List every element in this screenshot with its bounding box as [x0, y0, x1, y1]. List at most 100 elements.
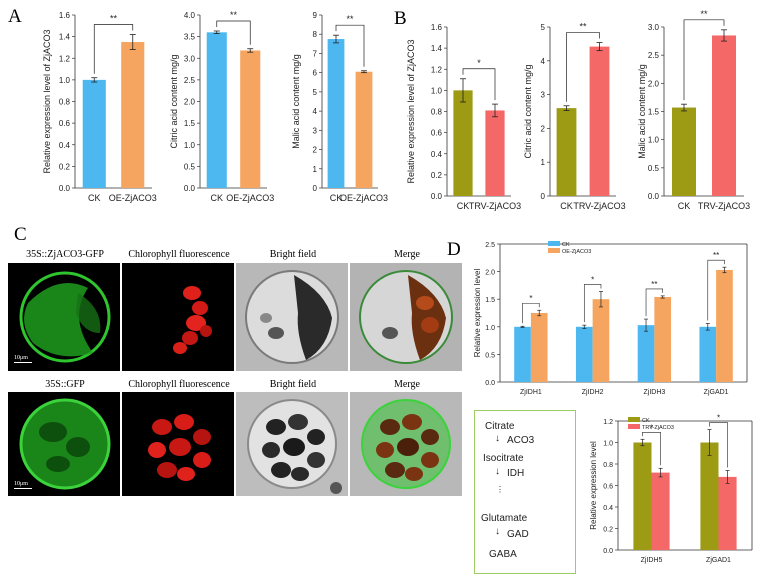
y-tick-label: 9 — [313, 11, 318, 20]
significance-label: * — [477, 58, 481, 68]
significance-label: ** — [651, 280, 657, 289]
x-tick-label: CK — [330, 193, 343, 203]
caption-bright-field-row2: Bright field — [269, 379, 317, 390]
y-axis-label: Relative expression level of ZjACO3 — [42, 29, 52, 173]
bar-oe-zjaco3 — [121, 42, 145, 188]
micrograph-gfp: 10μm — [8, 392, 120, 496]
micrograph-bright-field-row1 — [236, 263, 348, 371]
y-tick-label: 0 — [313, 184, 318, 193]
y-axis-label: Relative expression level of ZjACO3 — [406, 39, 416, 183]
significance-bracket — [462, 68, 496, 101]
x-tick-label: OE-ZjACO3 — [109, 193, 157, 203]
y-tick-label: 2.5 — [648, 51, 660, 60]
pathway-isocitrate: Isocitrate — [483, 453, 524, 464]
pathway-idh: IDH — [507, 468, 525, 479]
bar-oe-zjaco3 — [240, 50, 261, 189]
legend-swatch — [548, 248, 560, 253]
y-tick-label: 0 — [541, 192, 546, 201]
y-tick-label: 4 — [313, 107, 318, 116]
y-tick-label: 3.5 — [184, 33, 196, 42]
y-tick-label: 1.0 — [59, 76, 71, 85]
significance-label: * — [529, 294, 532, 303]
significance-label: ** — [346, 14, 354, 24]
metabolic-pathway-box: Citrate ↓ ACO3 Isocitrate ↓ IDH ⋮ Glutam… — [474, 410, 576, 574]
y-tick-label: 0.6 — [59, 119, 71, 128]
y-tick-label: 1.5 — [485, 297, 495, 304]
significance-label: * — [650, 423, 653, 432]
bar-zjidh5-treated — [651, 472, 670, 550]
y-tick-label: 0.0 — [184, 184, 196, 193]
y-tick-label: 3.0 — [648, 23, 660, 32]
caption-gfp: 35S::GFP — [45, 379, 85, 390]
pathway-gad: GAD — [507, 529, 529, 540]
y-tick-label: 0.5 — [648, 164, 660, 173]
micrograph-chlorophyll-row2 — [122, 392, 234, 496]
y-tick-label: 1 — [313, 165, 318, 174]
y-tick-label: 3.0 — [184, 54, 196, 63]
legend-label: OE-ZjACO3 — [562, 249, 591, 255]
x-tick-label: ZjGAD1 — [704, 389, 729, 396]
significance-bracket — [642, 431, 661, 466]
y-tick-label: 2.0 — [485, 270, 495, 277]
caption-merge-row1: Merge — [394, 249, 420, 260]
significance-bracket — [335, 24, 365, 67]
bar-trv-zjaco3 — [589, 46, 610, 196]
bar-zjidh2-treated — [592, 299, 610, 382]
significance-bracket — [583, 284, 602, 323]
y-tick-label: 1.0 — [431, 86, 443, 95]
y-tick-label: 1.6 — [431, 23, 443, 32]
x-tick-label: ZjIDH5 — [641, 557, 663, 564]
x-tick-label: CK — [88, 193, 101, 203]
x-tick-label: CK — [678, 201, 691, 211]
y-axis-label: Relative expression level — [473, 269, 482, 358]
y-tick-label: 2.5 — [184, 76, 196, 85]
legend-label: TRV-ZjACO3 — [642, 425, 674, 431]
y-tick-label: 8 — [313, 30, 318, 39]
y-tick-label: 1.4 — [59, 33, 71, 42]
significance-label: ** — [579, 22, 587, 32]
caption-chlorophyll-row2: Chlorophyll fluorescence — [128, 379, 230, 390]
y-tick-label: 1.5 — [184, 119, 196, 128]
bar-zjidh5-ck — [633, 442, 652, 550]
x-tick-label: ZjIDH1 — [520, 389, 542, 396]
pathway-arrow-3: ↓ — [495, 526, 500, 537]
y-axis-label: Citric acid content mg/g — [169, 54, 179, 148]
bar-oe-zjaco3 — [355, 71, 373, 188]
y-tick-label: 1.6 — [59, 11, 71, 20]
x-tick-label: TRV-ZjACO3 — [698, 201, 750, 211]
legend-swatch — [628, 417, 640, 422]
bar-zjgad1-treated — [716, 269, 733, 382]
significance-label: * — [717, 414, 720, 423]
panel-label-c: C — [14, 224, 27, 245]
y-tick-label: 5 — [313, 88, 318, 97]
y-tick-label: 0.4 — [431, 150, 443, 159]
micrograph-zjaco3-gfp: 10μm — [8, 263, 120, 371]
bar-trv-zjaco3 — [485, 110, 505, 196]
significance-bracket — [93, 24, 134, 74]
significance-bracket — [522, 302, 540, 324]
significance-label: ** — [230, 10, 238, 20]
y-tick-label: 0.2 — [603, 527, 613, 534]
y-tick-label: 0.0 — [431, 192, 443, 201]
legend-swatch — [548, 241, 560, 246]
y-tick-label: 6 — [313, 69, 318, 78]
x-tick-label: CK — [210, 193, 223, 203]
micrograph-merge-row2 — [350, 392, 462, 496]
significance-bracket — [709, 422, 728, 468]
pathway-aco3: ACO3 — [507, 435, 535, 446]
significance-label: ** — [713, 251, 719, 260]
pathway-dots: ⋮ — [496, 485, 504, 494]
y-tick-label: 4.0 — [184, 11, 196, 20]
bar-zjgad1-ck — [700, 442, 719, 550]
y-axis-label: Malic acid content mg/g — [637, 64, 647, 159]
bar-ck — [206, 32, 227, 188]
panel-label-b: B — [394, 8, 407, 29]
y-tick-label: 0.8 — [431, 108, 443, 117]
y-tick-label: 1.2 — [603, 419, 613, 426]
significance-label: ** — [110, 13, 118, 23]
significance-label: * — [591, 275, 594, 284]
y-tick-label: 0.2 — [431, 171, 443, 180]
